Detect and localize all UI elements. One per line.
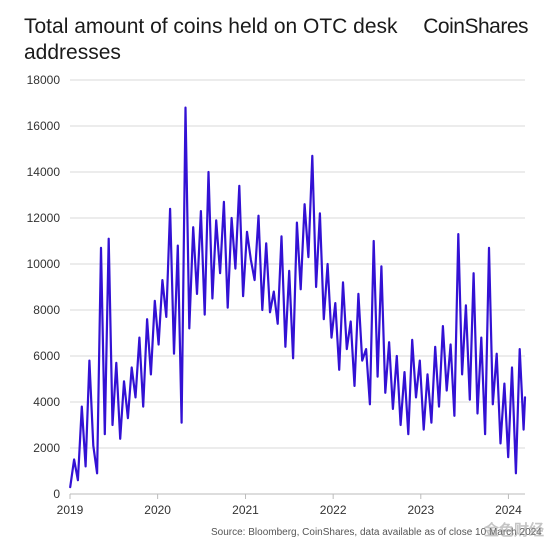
y-tick-label: 10000 [27,257,61,271]
chart-title: Total amount of coins held on OTC desk a… [24,15,398,64]
y-tick-label: 18000 [27,73,61,87]
x-tick-label: 2023 [407,503,434,517]
x-tick-label: 2020 [144,503,171,517]
source-note: Source: Bloomberg, CoinShares, data avai… [211,527,542,538]
y-tick-label: 6000 [33,349,60,363]
y-tick-label: 2000 [33,441,60,455]
y-tick-label: 4000 [33,395,60,409]
y-tick-label: 12000 [27,211,61,225]
x-tick-label: 2021 [232,503,259,517]
logo-text: CoinShares [423,15,528,38]
x-tick-label: 2024 [495,503,522,517]
x-tick-label: 2022 [320,503,347,517]
series-line [69,106,527,489]
x-tick-label: 2019 [57,503,84,517]
y-tick-label: 8000 [33,303,60,317]
watermark: 金色财经 [483,522,544,539]
y-tick-label: 0 [53,487,60,501]
y-tick-label: 16000 [27,119,61,133]
coinshares-logo: CoinShares [423,15,528,39]
y-tick-label: 14000 [27,165,61,179]
